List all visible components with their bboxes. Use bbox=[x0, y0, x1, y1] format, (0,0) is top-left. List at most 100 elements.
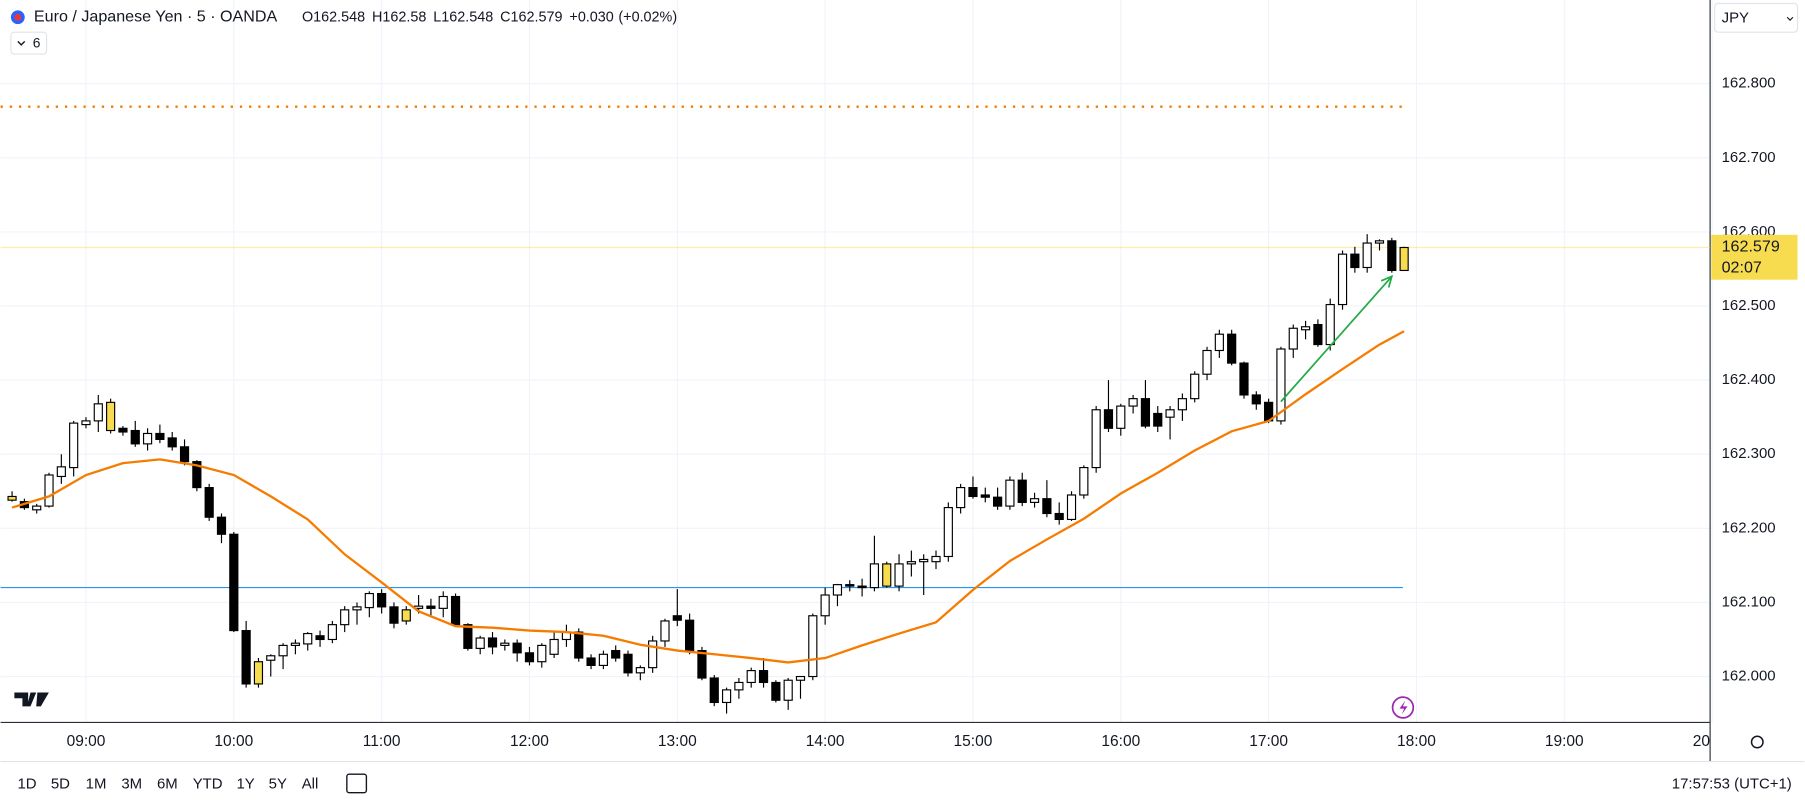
candle-body bbox=[1066, 494, 1077, 521]
candle-body bbox=[253, 661, 264, 685]
candle-body bbox=[130, 429, 140, 445]
x-tick-label: 20:00 bbox=[1693, 733, 1732, 750]
candle-body bbox=[1337, 253, 1348, 306]
currency-select[interactable] bbox=[1714, 2, 1799, 33]
candle-body bbox=[1214, 333, 1224, 352]
lightning-icon bbox=[1399, 700, 1408, 715]
candle-body bbox=[192, 461, 202, 489]
candle-body bbox=[44, 474, 54, 507]
candle-body bbox=[968, 486, 978, 498]
symbol-title: Euro / Japanese Yen · 5 · OANDA bbox=[34, 8, 278, 26]
range-button[interactable]: 5Y bbox=[269, 776, 287, 793]
candle-body bbox=[1374, 240, 1385, 244]
candle-body bbox=[956, 486, 966, 509]
y-tick-label: 162.300 bbox=[1722, 445, 1776, 462]
candle-body bbox=[216, 516, 227, 535]
candle-body bbox=[709, 677, 719, 704]
candle-body bbox=[1116, 405, 1126, 429]
clock: 17:57:53 (UTC+1) bbox=[1672, 776, 1792, 793]
candle-body bbox=[598, 653, 608, 666]
candle-body bbox=[685, 619, 695, 652]
candle-body bbox=[771, 681, 781, 701]
y-tick-label: 162.100 bbox=[1722, 593, 1776, 610]
candle-body bbox=[475, 637, 485, 649]
candle-body bbox=[290, 642, 301, 646]
range-button[interactable]: 3M bbox=[121, 776, 142, 793]
candle-body bbox=[167, 437, 177, 448]
candle-body bbox=[278, 644, 288, 657]
range-button[interactable]: 5D bbox=[51, 776, 70, 793]
ohlc-value: 162.548 bbox=[313, 9, 365, 25]
candle-body bbox=[993, 496, 1003, 507]
candle-body bbox=[303, 632, 313, 645]
ohlc-label: O bbox=[302, 9, 313, 25]
change: +0.030 bbox=[569, 9, 613, 25]
indicator-toggle[interactable] bbox=[10, 31, 48, 55]
candle-body bbox=[1325, 303, 1335, 346]
candle-body bbox=[795, 675, 806, 681]
candle-body bbox=[32, 505, 42, 511]
candle-body bbox=[919, 558, 929, 563]
ohlc-value: 162.579 bbox=[511, 9, 563, 25]
candle-body bbox=[426, 605, 436, 609]
price-label: 162.579 bbox=[1722, 238, 1780, 256]
candle-body bbox=[672, 615, 682, 621]
candle-body bbox=[980, 494, 990, 498]
candle-body bbox=[500, 642, 510, 646]
ohlc-label: H bbox=[372, 9, 382, 25]
candle-body bbox=[377, 592, 387, 608]
currency-label: JPY bbox=[1722, 9, 1749, 26]
candle-body bbox=[340, 609, 350, 626]
range-button[interactable]: 1M bbox=[86, 776, 107, 793]
range-button[interactable]: YTD bbox=[193, 776, 223, 793]
candle-body bbox=[586, 657, 596, 666]
candle-body bbox=[1202, 349, 1212, 375]
candle-body bbox=[142, 432, 153, 445]
candle-body bbox=[389, 606, 399, 624]
chevron-icon bbox=[1786, 16, 1794, 21]
x-tick-label: 14:00 bbox=[806, 733, 845, 750]
candle-body bbox=[106, 401, 116, 432]
candle-body bbox=[1005, 479, 1015, 507]
x-tick-label: 19:00 bbox=[1545, 733, 1584, 750]
event-icon[interactable] bbox=[1391, 696, 1415, 719]
candle-body bbox=[721, 689, 732, 704]
candle-body bbox=[93, 403, 103, 422]
candle-body bbox=[450, 595, 461, 626]
candle-body bbox=[1227, 333, 1237, 364]
candle-body bbox=[1103, 409, 1114, 429]
range-button[interactable]: 1Y bbox=[236, 776, 254, 793]
range-button[interactable]: 6M bbox=[157, 776, 178, 793]
candle-body bbox=[783, 679, 793, 701]
candle-body bbox=[549, 638, 559, 655]
candle-body bbox=[1140, 398, 1151, 427]
candle-body bbox=[512, 642, 522, 654]
candle-body bbox=[1128, 398, 1138, 407]
countdown: 02:07 bbox=[1722, 258, 1762, 276]
candle-body bbox=[746, 670, 756, 684]
candle-body bbox=[1276, 348, 1286, 422]
range-button[interactable]: 1D bbox=[17, 776, 36, 793]
x-tick-label: 18:00 bbox=[1397, 733, 1436, 750]
calendar-icon[interactable] bbox=[346, 773, 368, 794]
candle-body bbox=[1288, 327, 1298, 350]
candle-body bbox=[611, 650, 621, 659]
x-tick-label: 16:00 bbox=[1101, 733, 1140, 750]
x-tick-label: 15:00 bbox=[954, 733, 993, 750]
candle-body bbox=[845, 584, 855, 587]
candle-body bbox=[1165, 409, 1175, 418]
indicator-count: 6 bbox=[33, 35, 41, 50]
ohlc-label: L bbox=[433, 9, 441, 25]
candle-body bbox=[943, 507, 953, 558]
candle-body bbox=[857, 585, 867, 589]
candle-body bbox=[1029, 498, 1040, 503]
range-button[interactable]: All bbox=[302, 776, 319, 793]
candle-body bbox=[1042, 498, 1052, 515]
candle-body bbox=[1079, 466, 1089, 496]
settings-icon[interactable] bbox=[1750, 735, 1764, 749]
candle-body bbox=[537, 644, 547, 663]
arrow-head bbox=[1380, 274, 1394, 288]
candle-body bbox=[1054, 512, 1064, 521]
tradingview-logo[interactable] bbox=[14, 692, 49, 707]
